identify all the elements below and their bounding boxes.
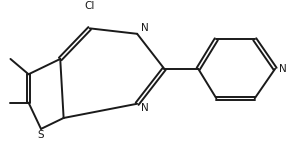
Text: N: N — [141, 23, 149, 33]
Text: N: N — [141, 103, 149, 113]
Text: Cl: Cl — [84, 1, 95, 11]
Text: N: N — [279, 64, 287, 74]
Text: S: S — [38, 131, 44, 141]
